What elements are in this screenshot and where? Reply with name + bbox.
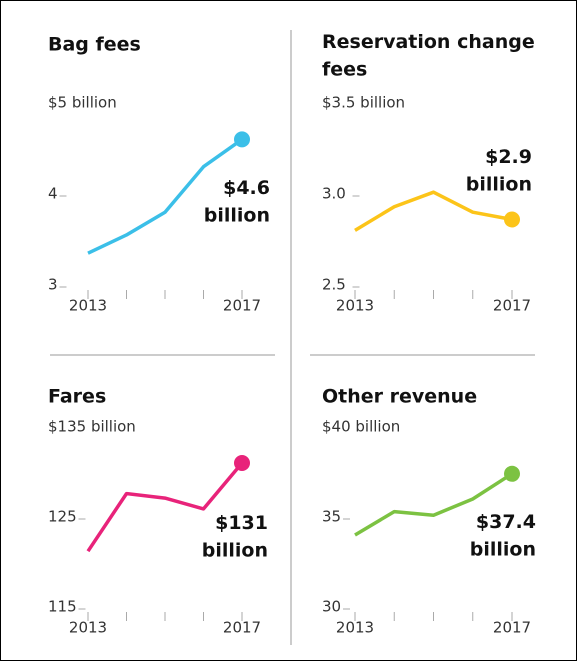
y-tick-label: $5 billion <box>48 94 117 112</box>
y-tick-label: 4 <box>48 185 58 203</box>
y-tick-label: $40 billion <box>322 418 400 436</box>
value-label: $37.4 billion <box>470 511 536 561</box>
value-label: $2.9 billion <box>466 146 532 196</box>
line <box>354 472 513 537</box>
panel-title: Reservation change fees <box>322 31 535 81</box>
y-tick-label: $3.5 billion <box>322 94 405 112</box>
y-tick-label: 2.5 <box>322 276 346 294</box>
y-tick-label: 125 <box>48 508 77 526</box>
y-tick-label: 3.0 <box>322 185 346 203</box>
end-point <box>234 455 250 471</box>
x-tick-label: 2013 <box>336 297 374 315</box>
y-tick-label: 3 <box>48 276 58 294</box>
y-tick-label: 115 <box>48 598 77 616</box>
line <box>354 190 513 232</box>
end-point <box>504 211 520 228</box>
y-tick-label: $135 billion <box>48 418 136 436</box>
value-label: $4.6 billion <box>204 177 270 227</box>
y-tick-label: 30 <box>322 598 341 616</box>
x-tick-label: 2013 <box>69 619 107 637</box>
y-tick-label: 35 <box>322 508 341 526</box>
panel-title: Other revenue <box>322 386 477 408</box>
end-point <box>234 131 250 148</box>
x-tick-label: 2013 <box>336 619 374 637</box>
line <box>87 137 244 255</box>
x-tick-label: 2017 <box>223 297 261 315</box>
x-tick-label: 2013 <box>69 297 107 315</box>
panel-title: Fares <box>48 386 106 408</box>
x-tick-label: 2017 <box>493 619 531 637</box>
end-point <box>504 465 520 482</box>
panel-title: Bag fees <box>48 34 141 56</box>
value-label: $131 billion <box>202 512 268 562</box>
line <box>86 461 244 553</box>
x-tick-label: 2017 <box>223 619 261 637</box>
x-tick-label: 2017 <box>493 297 531 315</box>
